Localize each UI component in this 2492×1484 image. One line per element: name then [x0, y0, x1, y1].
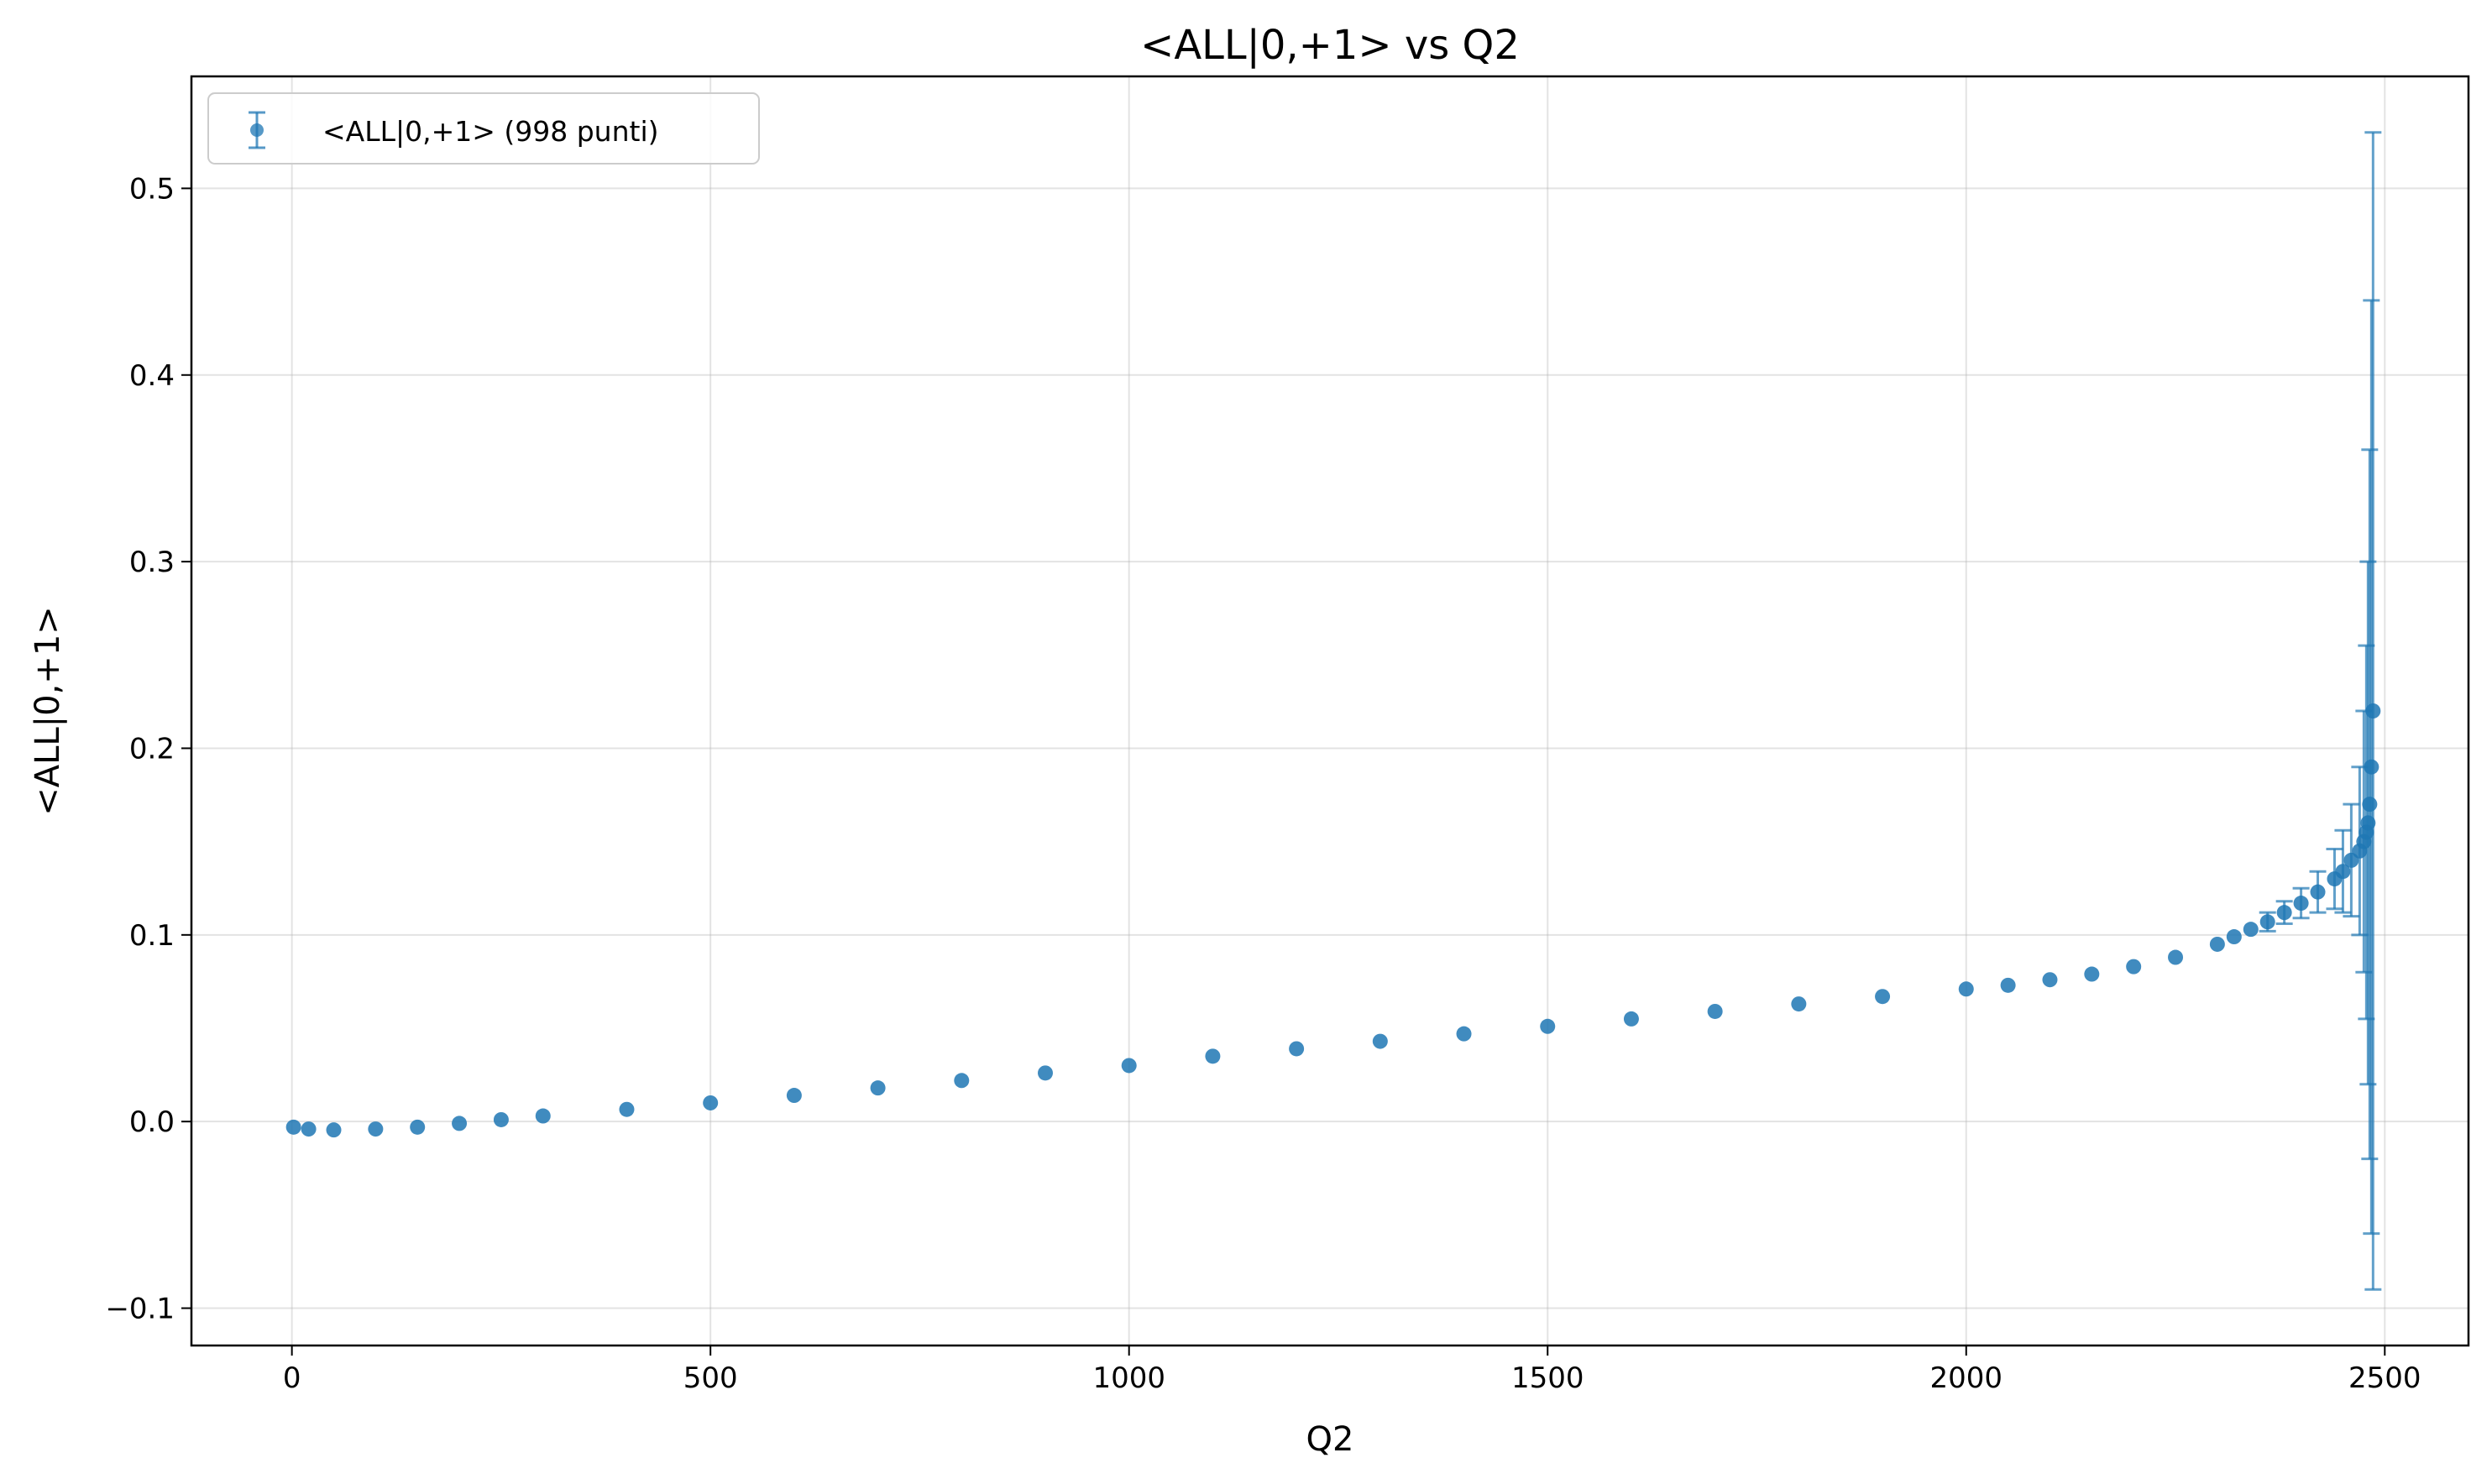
data-point [2362, 797, 2378, 813]
data-point [870, 1080, 886, 1096]
chart-title: <ALL|0,+1> vs Q2 [1140, 22, 1520, 69]
data-point [1121, 1058, 1137, 1074]
legend: <ALL|0,+1> (998 punti) [207, 92, 760, 165]
x-tick-label: 1000 [1092, 1361, 1165, 1395]
y-tick-label: 0.3 [129, 546, 175, 579]
x-tick-label: 2500 [2348, 1361, 2421, 1395]
data-point [2293, 896, 2309, 912]
y-tick-label: 0.2 [129, 732, 175, 766]
data-point [2310, 884, 2326, 900]
y-tick-label: 0.4 [129, 359, 175, 393]
x-tick-label: 1500 [1511, 1361, 1584, 1395]
x-tick-label: 2000 [1929, 1361, 2002, 1395]
data-point [2084, 966, 2100, 982]
y-tick-label: −0.1 [105, 1293, 175, 1326]
data-point [1623, 1011, 1639, 1027]
data-point [2042, 972, 2058, 988]
legend-box [207, 92, 760, 165]
data-point [368, 1121, 384, 1137]
data-point [2243, 922, 2259, 938]
y-tick-label: 0.5 [129, 172, 175, 206]
x-axis-label: Q2 [1306, 1420, 1354, 1459]
data-point [285, 1119, 301, 1135]
data-point [1958, 981, 1974, 997]
data-point [1289, 1041, 1305, 1057]
data-point [2000, 977, 2016, 993]
data-point [1038, 1065, 1053, 1081]
data-point [2276, 905, 2292, 921]
data-point [1456, 1026, 1472, 1042]
data-point [2364, 759, 2379, 775]
data-point [954, 1073, 970, 1089]
data-point [619, 1101, 635, 1117]
data-point [786, 1088, 802, 1104]
tick-layer: 0 500 1000 1500 2000 2500 −0.1 0.0 0.1 0.2 0.3 0.4 0… [105, 172, 2421, 1395]
data-point [2226, 929, 2242, 945]
data-point [1205, 1048, 1221, 1064]
data-point [326, 1122, 342, 1138]
data-point [703, 1095, 719, 1110]
data-point [2209, 936, 2225, 952]
plot-frame [190, 75, 2470, 1347]
y-tick-label: 0.0 [129, 1105, 175, 1139]
data-point [1372, 1033, 1388, 1049]
data-point [410, 1119, 426, 1135]
data-point [301, 1121, 317, 1137]
data-point [2126, 959, 2142, 975]
grid-layer [191, 76, 2468, 1346]
data-point [2335, 864, 2351, 880]
data-point [1540, 1018, 1556, 1034]
x-tick-label: 0 [283, 1361, 301, 1395]
y-tick-label: 0.1 [129, 919, 175, 953]
data-point [2168, 949, 2184, 965]
x-tick-label: 500 [683, 1361, 738, 1395]
data-point [2365, 703, 2381, 718]
data-point [535, 1108, 551, 1124]
y-axis-label: <ALL|0,+1> [29, 606, 67, 816]
data-point [1875, 989, 1891, 1005]
data-point [1707, 1003, 1723, 1019]
series-layer [285, 131, 2382, 1291]
data-point [493, 1111, 509, 1127]
data-point [1791, 996, 1807, 1012]
legend-entry-label: <ALL|0,+1> (998 punti) [322, 115, 659, 148]
data-point [452, 1116, 468, 1131]
legend-marker-icon [249, 111, 265, 149]
data-point [2259, 914, 2275, 930]
